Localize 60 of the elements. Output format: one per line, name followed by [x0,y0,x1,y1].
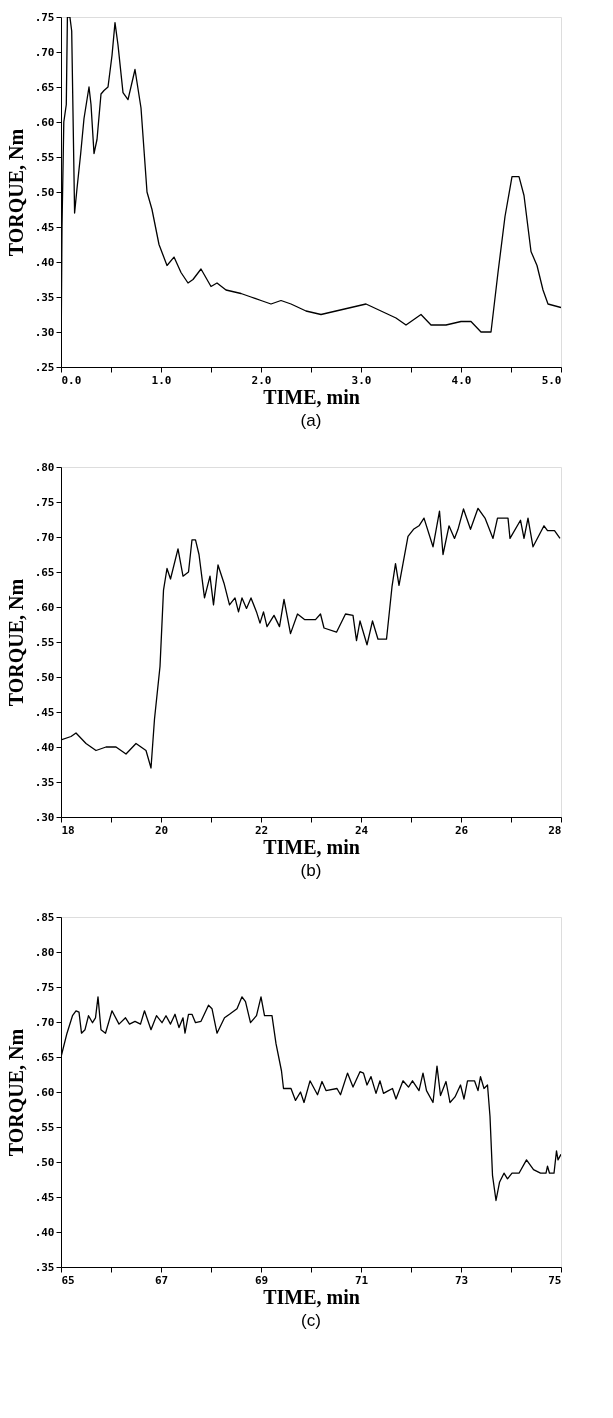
y-tick-label: .55 [34,1120,55,1134]
y-tick-label: .70 [34,45,55,59]
y-axis-title: TORQUE, Nm [4,578,27,707]
x-tick-label: 18 [61,823,75,837]
x-tick-label: 5.0 [541,373,562,387]
y-tick-label: .80 [34,460,55,474]
y-tick-label: .75 [34,495,55,509]
x-tick-label: 1.0 [151,373,172,387]
y-tick-label: .75 [34,10,55,24]
text: (b) [300,861,322,880]
y-tick-label: .35 [34,1260,55,1274]
y-tick-label: .35 [34,775,55,789]
y-tick-label: .60 [34,1085,55,1099]
y-tick-label: .50 [34,1155,55,1169]
text: (c) [301,1311,321,1330]
x-tick-label: 4.0 [451,373,472,387]
y-tick-label: .50 [34,185,55,199]
y-tick-label: .35 [34,290,55,304]
x-axis-title: TIME, min [263,1285,360,1308]
y-tick-label: .65 [34,80,55,94]
y-tick-label: .45 [34,1190,55,1204]
y-tick-label: .60 [34,600,55,614]
y-tick-label: .65 [34,1050,55,1064]
y-tick-label: .30 [34,810,55,824]
x-tick-label: 24 [354,823,369,837]
y-axis-title: TORQUE, Nm [4,1028,27,1157]
y-tick-label: .55 [34,150,55,164]
x-tick-label: 75 [548,1273,562,1287]
x-tick-label: 0.0 [61,373,82,387]
x-axis-title: TIME, min [263,835,360,858]
x-axis-title: TIME, min [263,385,360,408]
y-tick-label: .60 [34,115,55,129]
y-tick-label: .40 [34,740,55,754]
y-tick-label: .30 [34,325,55,339]
y-tick-label: .50 [34,670,55,684]
y-axis-title: TORQUE, Nm [4,128,27,257]
x-tick-label: 28 [548,823,562,837]
y-tick-label: .70 [34,1015,55,1029]
y-tick-label: .40 [34,1225,55,1239]
x-tick-label: 22 [254,823,269,837]
y-tick-label: .75 [34,980,55,994]
x-tick-label: 71 [354,1273,369,1287]
x-tick-label: 20 [154,823,169,837]
x-tick-label: 3.0 [351,373,372,387]
y-tick-label: .65 [34,565,55,579]
y-tick-label: .25 [34,360,55,374]
y-tick-label: .85 [34,910,55,924]
y-tick-label: .45 [34,220,55,234]
x-tick-label: 65 [61,1273,75,1287]
x-tick-label: 73 [454,1273,469,1287]
y-tick-label: .45 [34,705,55,719]
y-tick-label: .55 [34,635,55,649]
text: (a) [300,411,322,430]
y-tick-label: .40 [34,255,55,269]
x-tick-label: 2.0 [251,373,272,387]
x-tick-label: 26 [454,823,469,837]
x-tick-label: 67 [154,1273,169,1287]
y-tick-label: .70 [34,530,55,544]
x-tick-label: 69 [254,1273,269,1287]
y-tick-label: .80 [34,945,55,959]
